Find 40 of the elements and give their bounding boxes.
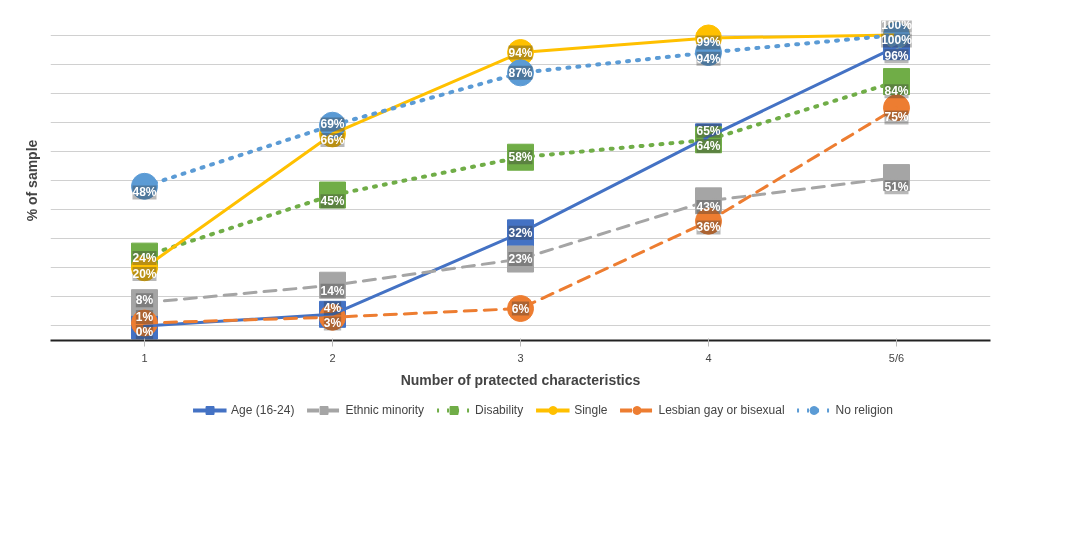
data-label: 6% bbox=[511, 301, 530, 316]
legend-label: Age (16-24) bbox=[231, 403, 295, 417]
x-tick-label: 4 bbox=[705, 351, 712, 364]
x-tick-label: 1 bbox=[141, 351, 148, 364]
data-label: 84% bbox=[884, 84, 909, 99]
data-label: 51% bbox=[884, 180, 909, 195]
data-label: 96% bbox=[884, 49, 909, 64]
data-label: 66% bbox=[320, 133, 345, 148]
data-label: 94% bbox=[508, 45, 533, 60]
legend-label: Disability bbox=[475, 403, 524, 417]
data-label: 24% bbox=[132, 250, 157, 265]
x-tick-label: 5/6 bbox=[888, 351, 905, 364]
legend-label: Lesbian gay or bisexual bbox=[658, 403, 785, 417]
data-label: 3% bbox=[323, 316, 342, 331]
x-tick-label: 3 bbox=[517, 351, 524, 364]
x-axis-title: Number of pratected characteristics bbox=[400, 371, 641, 388]
data-label: 0% bbox=[135, 325, 154, 340]
data-label: 36% bbox=[696, 220, 721, 235]
data-label: 69% bbox=[320, 117, 345, 132]
data-label: 4% bbox=[323, 301, 342, 316]
data-label: 94% bbox=[696, 51, 721, 66]
data-label: 64% bbox=[696, 138, 721, 153]
data-label: 87% bbox=[508, 65, 533, 80]
data-label: 23% bbox=[508, 252, 533, 267]
data-label: 58% bbox=[508, 150, 533, 165]
data-label: 8% bbox=[135, 293, 154, 308]
legend-label: No religion bbox=[835, 403, 893, 417]
data-label: 75% bbox=[884, 110, 909, 125]
data-label: 32% bbox=[508, 225, 533, 240]
legend-label: Single bbox=[574, 403, 608, 417]
data-label: 45% bbox=[320, 194, 345, 209]
data-label: 65% bbox=[696, 123, 721, 138]
data-label: 48% bbox=[132, 185, 157, 200]
data-label: 20% bbox=[132, 266, 157, 281]
data-label: 1% bbox=[135, 309, 154, 324]
legend-label: Ethnic minority bbox=[345, 403, 425, 417]
data-label: 99% bbox=[696, 35, 721, 50]
x-tick-label: 2 bbox=[329, 351, 336, 364]
data-label: 14% bbox=[320, 283, 345, 298]
y-axis-title: % of sample bbox=[23, 139, 40, 222]
